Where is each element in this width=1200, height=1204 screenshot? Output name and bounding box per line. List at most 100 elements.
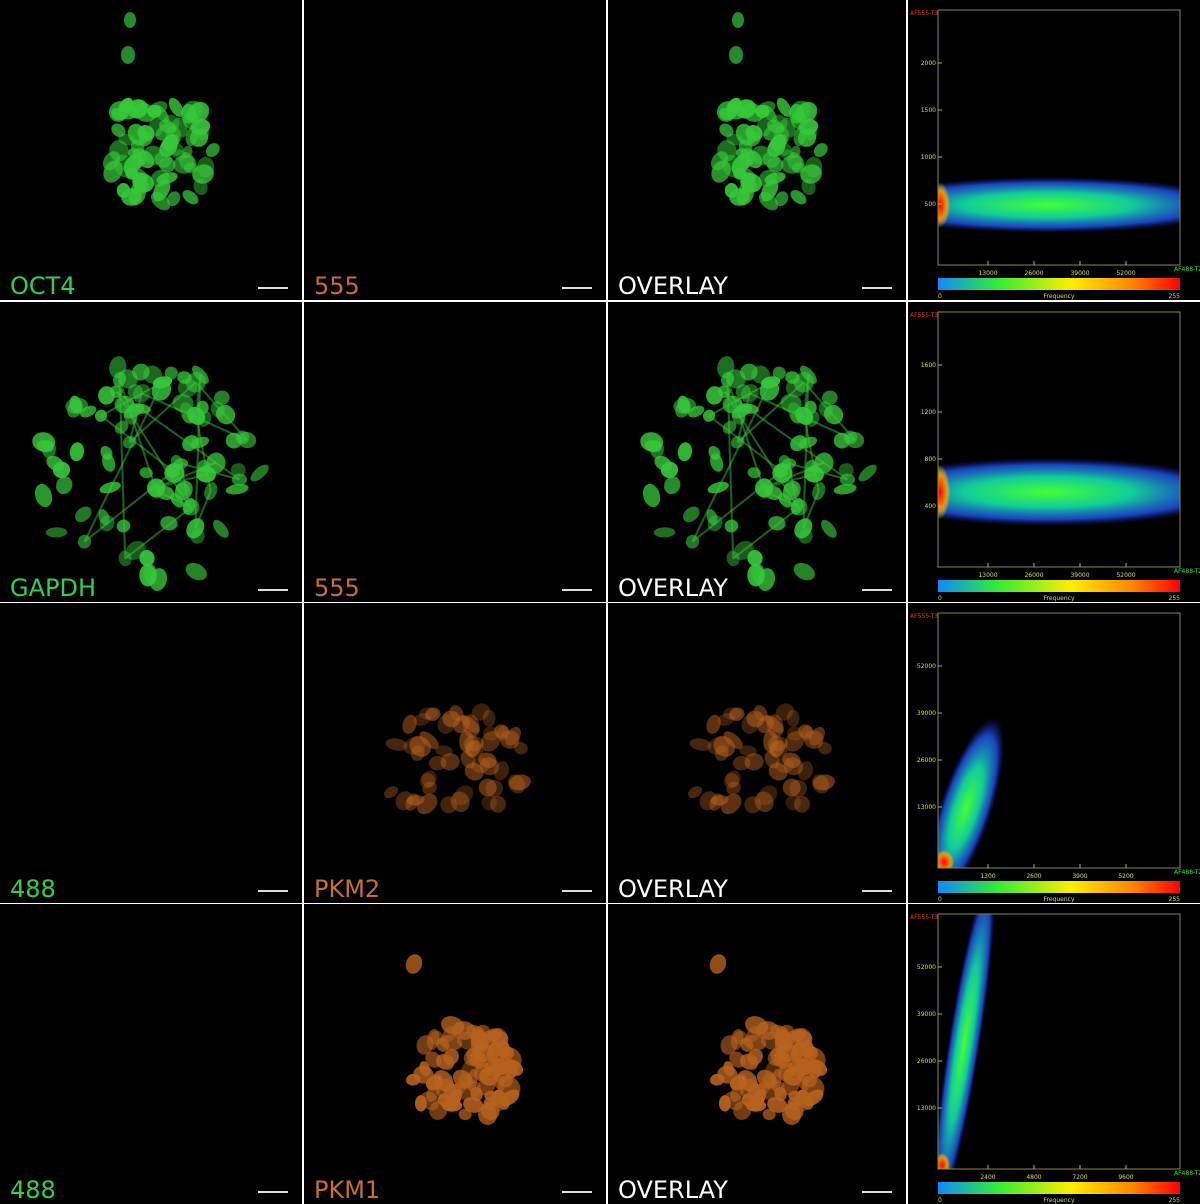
cell — [653, 527, 676, 538]
cell — [480, 731, 501, 752]
x-tick-label: 5200 — [1118, 873, 1133, 880]
image-panel: GAPDH — [0, 302, 302, 602]
cell — [683, 506, 700, 523]
colorbar — [938, 881, 1180, 893]
cell — [729, 188, 750, 206]
cell — [420, 770, 437, 789]
cell — [190, 528, 205, 544]
y-axis-label: AF555-T3 — [910, 312, 938, 319]
colorbar-min: 0 — [938, 896, 942, 903]
cell — [99, 481, 121, 494]
cell — [726, 133, 744, 146]
cell — [191, 365, 209, 384]
cell — [776, 97, 792, 117]
cell — [745, 1016, 769, 1035]
cell — [185, 562, 207, 581]
cell — [729, 46, 743, 64]
cell — [132, 363, 150, 381]
cell — [767, 119, 784, 134]
cell — [489, 1089, 504, 1106]
cell — [782, 778, 801, 797]
cell — [812, 482, 826, 501]
cell — [149, 568, 168, 591]
cell — [46, 455, 65, 472]
colorbar-min: 0 — [938, 1197, 942, 1204]
panel-label: GAPDH — [10, 574, 96, 602]
cell — [724, 770, 741, 789]
cell — [183, 499, 200, 516]
panel-label: OVERLAY — [618, 875, 728, 903]
cell — [476, 1077, 496, 1096]
cell — [706, 386, 724, 405]
panel-background — [908, 0, 1200, 300]
colorbar-max: 255 — [1169, 1197, 1181, 1204]
cell — [703, 409, 716, 422]
panel-background — [304, 603, 606, 903]
cell — [132, 172, 148, 191]
cell — [205, 142, 220, 158]
cell — [167, 191, 181, 207]
x-tick-label: 2400 — [980, 1174, 995, 1181]
cell — [111, 123, 126, 137]
cell — [481, 794, 497, 811]
cell — [640, 432, 664, 452]
scatter-panel: 52000 39000 26000 13000 1300 2600 3900 5200 AF55… — [908, 603, 1200, 903]
panel-background — [0, 603, 302, 903]
cell — [762, 1108, 776, 1121]
cell-process — [736, 381, 805, 443]
cell — [422, 781, 437, 795]
cell — [785, 371, 800, 384]
cell — [507, 774, 526, 794]
cell — [775, 757, 794, 774]
cell — [838, 463, 854, 477]
cell — [472, 1042, 494, 1063]
cell — [182, 190, 199, 205]
cell — [833, 483, 857, 495]
x-tick-label: 39000 — [1070, 270, 1089, 277]
panel-label: 555 — [314, 574, 360, 602]
cell-process — [128, 381, 197, 443]
cell — [429, 1030, 444, 1045]
cell — [797, 761, 813, 781]
panel-label: OVERLAY — [618, 1176, 728, 1204]
panel-background — [0, 904, 302, 1204]
cell — [757, 785, 778, 806]
cell — [716, 101, 738, 122]
cell — [489, 795, 506, 813]
cell — [505, 726, 521, 746]
cell — [385, 738, 408, 751]
y-tick-label: 400 — [925, 503, 937, 510]
cell — [216, 404, 236, 425]
cell — [699, 791, 718, 811]
cell — [654, 455, 673, 472]
y-tick-label: 800 — [925, 456, 937, 463]
cell — [426, 1084, 440, 1102]
plot-frame — [937, 9, 1181, 266]
cell — [718, 1095, 731, 1112]
cell — [732, 755, 751, 771]
cell — [196, 400, 209, 415]
cell — [168, 97, 184, 117]
cell — [689, 738, 712, 751]
cell — [461, 715, 480, 734]
cell — [740, 172, 756, 191]
cell — [154, 104, 169, 123]
cell — [772, 366, 786, 380]
cell — [190, 436, 210, 449]
cell — [786, 709, 800, 727]
cell — [98, 386, 116, 405]
cell — [707, 481, 729, 494]
cell — [204, 482, 218, 501]
cell — [839, 473, 855, 486]
cell — [780, 1077, 800, 1096]
panel-label: OVERLAY — [618, 574, 728, 602]
density-band — [938, 177, 1180, 233]
plot-frame — [937, 913, 1181, 1170]
cell — [513, 741, 528, 755]
cell — [186, 518, 205, 539]
cell — [440, 753, 460, 771]
cell — [69, 442, 85, 462]
cell — [791, 499, 808, 516]
cell — [56, 476, 73, 495]
